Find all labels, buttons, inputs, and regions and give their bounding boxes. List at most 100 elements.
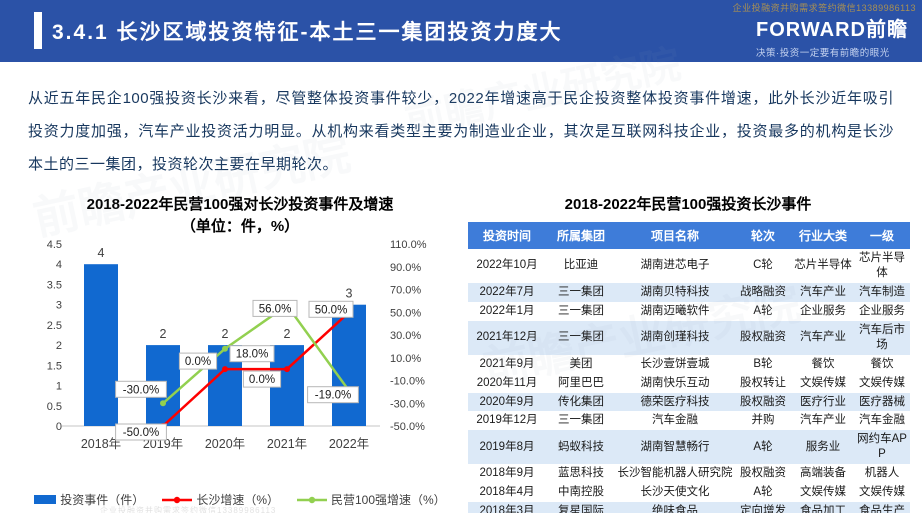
table-section: 2018-2022年民营100强投资长沙事件 投资时间 所属集团 项目名称 轮次 行业大… bbox=[462, 189, 922, 513]
table-cell: B轮 bbox=[753, 357, 773, 370]
table-cell: 汽车金融 bbox=[859, 414, 905, 427]
table-cell: 2021年9月 bbox=[479, 357, 535, 370]
svg-text:1.5: 1.5 bbox=[47, 360, 62, 372]
table-cell: 2022年7月 bbox=[468, 282, 546, 302]
table-cell: 长沙壹饼壹城 bbox=[640, 357, 710, 370]
table-row: 2022年10月 比亚迪 湖南进芯电子 C轮 芯片半导体 芯片半导体 bbox=[468, 249, 910, 283]
column-header: 所属集团 bbox=[546, 222, 616, 249]
table-cell: 蚂蚁科技 bbox=[546, 430, 616, 465]
table-cell: 股权融资 bbox=[740, 467, 786, 480]
table-row: 2022年7月 三一集团 湖南贝特科技 战略融资 汽车产业 汽车制造 bbox=[468, 282, 910, 302]
table-cell: 湖南进芯电子 bbox=[640, 259, 710, 272]
legend-label: 投资事件（件） bbox=[60, 493, 145, 507]
table-cell: 汽车产业 bbox=[792, 320, 854, 355]
table-cell: 汽车产业 bbox=[792, 282, 854, 302]
table-cell: A轮 bbox=[734, 430, 792, 465]
table-cell: 高端装备 bbox=[800, 467, 846, 480]
svg-text:50.0%: 50.0% bbox=[315, 304, 348, 316]
svg-text:3.5: 3.5 bbox=[47, 279, 62, 291]
table-cell: 中南控股 bbox=[558, 486, 604, 499]
table-cell: 三一集团 bbox=[546, 282, 616, 302]
svg-text:18.0%: 18.0% bbox=[236, 349, 269, 361]
table-cell: 网约车APP bbox=[854, 430, 910, 465]
column-header: 项目名称 bbox=[616, 222, 734, 249]
page-title: 3.4.1 长沙区域投资特征-本土三一集团投资力度大 bbox=[52, 20, 563, 44]
svg-text:2: 2 bbox=[56, 340, 62, 352]
table-cell: 医疗器械 bbox=[854, 392, 910, 412]
table-head: 投资时间 所属集团 项目名称 轮次 行业大类 一级 bbox=[468, 222, 910, 249]
table-cell: 湖南智慧畅行 bbox=[616, 430, 734, 465]
svg-text:4: 4 bbox=[56, 259, 62, 271]
svg-text:-19.0%: -19.0% bbox=[315, 390, 351, 402]
svg-text:30.0%: 30.0% bbox=[390, 330, 421, 342]
svg-text:2: 2 bbox=[222, 327, 229, 341]
table-cell: 2019年12月 bbox=[476, 414, 538, 427]
brand-tagline: 决策·投资一定要有前瞻的眼光 bbox=[756, 48, 890, 59]
table-cell: 长沙天使文化 bbox=[640, 486, 710, 499]
table-row: 2018年4月 中南控股 长沙天使文化 A轮 文娱传媒 文娱传媒 bbox=[468, 483, 910, 502]
column-header: 轮次 bbox=[734, 222, 792, 249]
column-header: 一级 bbox=[854, 222, 910, 249]
legend-line-swatch bbox=[296, 496, 327, 503]
table-cell: 美团 bbox=[569, 357, 593, 370]
table-cell: 2020年11月 bbox=[476, 376, 538, 389]
table-cell: A轮 bbox=[753, 486, 773, 499]
table-cell: 阿里巴巴 bbox=[558, 376, 604, 389]
svg-text:4: 4 bbox=[98, 246, 105, 260]
investments-table: 投资时间 所属集团 项目名称 轮次 行业大类 一级 2022年10月 比亚迪 湖南进芯电子 C轮… bbox=[468, 222, 910, 513]
table-cell: 餐饮 bbox=[870, 357, 894, 370]
table-cell: 2022年1月 bbox=[479, 304, 535, 317]
table-cell: 食品生产 bbox=[854, 502, 910, 513]
svg-text:3: 3 bbox=[346, 287, 353, 301]
table-cell: 复星国际 bbox=[546, 502, 616, 513]
table-cell: 机器人 bbox=[864, 467, 900, 480]
table-cell: 2018年9月 bbox=[479, 467, 535, 480]
table-cell: 医疗行业 bbox=[792, 392, 854, 412]
contact-note: 企业投融资并购需求签约微信13389986113 bbox=[732, 3, 916, 13]
table-cell: 湖南快乐互动 bbox=[640, 376, 710, 389]
table-cell: 2021年12月 bbox=[468, 320, 546, 355]
svg-text:2: 2 bbox=[284, 327, 291, 341]
table-cell: 湖南贝特科技 bbox=[616, 282, 734, 302]
table-row: 2019年12月 三一集团 汽车金融 并购 汽车产业 汽车金融 bbox=[468, 411, 910, 430]
svg-text:2020年: 2020年 bbox=[205, 437, 245, 451]
table-row: 2022年1月 三一集团 湖南迈曦软件 A轮 企业服务 企业服务 bbox=[468, 302, 910, 321]
svg-text:0.0%: 0.0% bbox=[249, 374, 275, 386]
svg-text:0.5: 0.5 bbox=[47, 401, 62, 413]
table-cell: 绝味食品 bbox=[616, 502, 734, 513]
table-cell: 汽车金融 bbox=[652, 414, 698, 427]
table-cell: 文娱传媒 bbox=[800, 486, 846, 499]
table-cell: 比亚迪 bbox=[563, 259, 599, 272]
table-row: 2018年3月 复星国际 绝味食品 定向增发 食品加工 食品生产 bbox=[468, 502, 910, 513]
table-cell: 三一集团 bbox=[558, 304, 604, 317]
table-row: 2019年8月 蚂蚁科技 湖南智慧畅行 A轮 服务业 网约车APP bbox=[468, 430, 910, 465]
title-accent-bar bbox=[34, 12, 42, 49]
chart-legend: 投资事件（件） 长沙增速（%） 民营100强增速（%） bbox=[18, 491, 462, 508]
combo-chart: 0 0.5 1 1.5 2 2.5 3 3.5 4 4.5 -50.0% -30.0% -10.0% 10… bbox=[47, 239, 427, 451]
table-cell: A轮 bbox=[753, 304, 773, 317]
legend-label: 民营100强增速（%） bbox=[330, 493, 446, 507]
table-cell: 服务业 bbox=[792, 430, 854, 465]
header-bar: 企业投融资并购需求签约微信13389986113 3.4.1 长沙区域投资特征-… bbox=[0, 0, 922, 62]
table-cell: 三一集团 bbox=[546, 320, 616, 355]
brand-block: FORWARD前瞻 决策·投资一定要有前瞻的眼光 bbox=[756, 13, 908, 59]
brand-logo: FORWARD前瞻 bbox=[756, 19, 908, 41]
main-content: 2018-2022年民营100强对长沙投资事件及增速 （单位：件，%） 0 0.5… bbox=[0, 189, 922, 513]
table-row: 2018年9月 蓝思科技 长沙智能机器人研究院 股权融资 高端装备 机器人 bbox=[468, 464, 910, 483]
svg-text:50.0%: 50.0% bbox=[390, 307, 421, 319]
svg-text:1: 1 bbox=[56, 381, 62, 393]
svg-text:4.5: 4.5 bbox=[47, 239, 62, 251]
table-row: 2020年11月 阿里巴巴 湖南快乐互动 股权转让 文娱传媒 文娱传媒 bbox=[468, 374, 910, 393]
svg-text:-50.0%: -50.0% bbox=[390, 421, 425, 433]
chart-section: 2018-2022年民营100强对长沙投资事件及增速 （单位：件，%） 0 0.5… bbox=[0, 189, 462, 513]
svg-text:110.0%: 110.0% bbox=[390, 239, 427, 251]
svg-text:0.0%: 0.0% bbox=[185, 356, 211, 368]
table-row: 2020年9月 传化集团 德荣医疗科技 股权融资 医疗行业 医疗器械 bbox=[468, 392, 910, 412]
table-cell: 2022年10月 bbox=[476, 259, 538, 272]
table-cell: 湖南迈曦软件 bbox=[640, 304, 710, 317]
table-cell: 传化集团 bbox=[546, 392, 616, 412]
table-cell: 文娱传媒 bbox=[859, 486, 905, 499]
legend-label: 长沙增速（%） bbox=[196, 493, 279, 507]
title-block: 3.4.1 长沙区域投资特征-本土三一集团投资力度大 bbox=[34, 12, 563, 49]
legend-item: 投资事件（件） bbox=[34, 491, 144, 508]
